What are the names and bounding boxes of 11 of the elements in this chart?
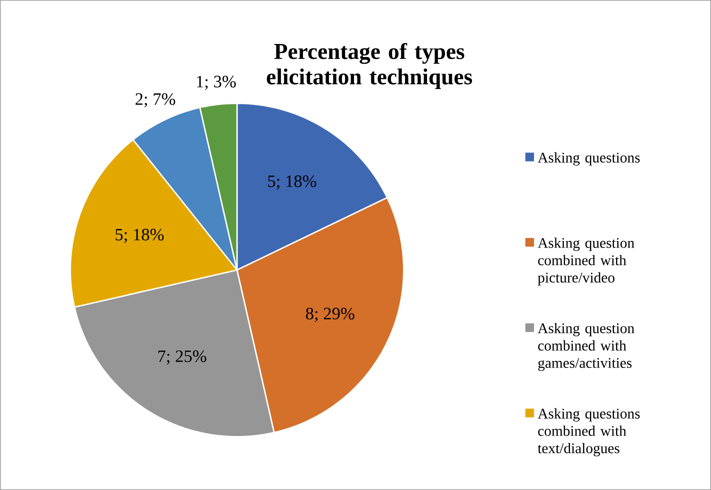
legend-label: Asking questions combined with text/dialogues [538, 408, 640, 456]
legend-label: Asking questions [538, 152, 640, 166]
legend-label: Asking question combined with games/activities [538, 322, 634, 371]
legend-label: Asking question combined with picture/video [538, 238, 634, 286]
data-label: 1; 3% [196, 76, 236, 90]
data-label: 2; 7% [136, 93, 176, 108]
data-label: 5; 18% [116, 228, 164, 243]
data-label: 5; 18% [268, 175, 316, 190]
chart-title: Percentage of types elicitation techniques [266, 42, 472, 90]
data-label: 7; 25% [158, 350, 206, 365]
data-label: 8; 29% [306, 308, 354, 322]
